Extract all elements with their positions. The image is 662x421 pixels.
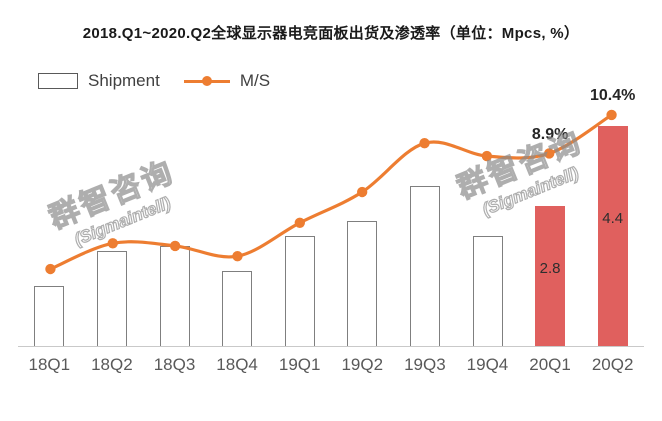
- x-label-18Q3: 18Q3: [153, 355, 196, 374]
- x-axis: 18Q1 18Q2 18Q3 18Q4 19Q1 19Q2 19Q3 19Q4 20Q1 20Q2: [18, 355, 644, 375]
- x-label-19Q1: 19Q1: [278, 355, 321, 374]
- ms-data-label: 8.9%: [531, 125, 569, 143]
- x-label-18Q1: 18Q1: [28, 355, 71, 374]
- bar-18Q1[interactable]: [34, 286, 65, 346]
- plot-area: 2.8 4.4 8.9% 10.4%: [18, 87, 644, 347]
- ms-point-18Q1: [45, 263, 56, 275]
- ms-point-19Q4: [481, 150, 493, 162]
- x-label-19Q2: 19Q2: [341, 355, 384, 374]
- ms-point-19Q3: [419, 138, 430, 149]
- bar-18Q4[interactable]: [222, 271, 253, 346]
- ms-point-18Q2: [107, 238, 118, 249]
- ms-point-18Q4: [232, 250, 243, 262]
- legend-label-ms: M/S: [239, 71, 271, 90]
- x-label-18Q4: 18Q4: [216, 355, 258, 374]
- bar-19Q2[interactable]: [347, 221, 378, 346]
- legend-label-shipment: Shipment: [88, 71, 160, 90]
- bar-20Q2[interactable]: 4.4: [597, 126, 628, 346]
- ms-dot-icon: [201, 76, 212, 86]
- bar-18Q2[interactable]: [96, 251, 127, 346]
- bar-data-label: 4.4: [602, 210, 624, 228]
- bar-18Q3[interactable]: [159, 246, 190, 346]
- ms-point-20Q2: [606, 109, 617, 121]
- legend: Shipment M/S: [38, 71, 662, 91]
- x-label-18Q2: 18Q2: [91, 355, 133, 374]
- ms-point-19Q1: [294, 217, 306, 228]
- ms-point-20Q1: [544, 148, 555, 159]
- x-label-19Q4: 19Q4: [466, 355, 509, 374]
- x-label-20Q1: 20Q1: [529, 355, 571, 374]
- x-label-20Q2: 20Q2: [591, 355, 634, 374]
- x-label-19Q3: 19Q3: [404, 355, 446, 374]
- shipment-swatch: [38, 73, 78, 89]
- ms-point-19Q2: [356, 186, 368, 198]
- ms-line-swatch: [183, 76, 230, 86]
- chart-area: 2.8 4.4 8.9% 10.4% 18Q1 18Q2 18Q3 18Q4 19Q1 19Q2…: [18, 87, 644, 375]
- bar-20Q1[interactable]: 2.8: [535, 206, 566, 346]
- ms-data-label: 10.4%: [590, 87, 636, 105]
- chart-title: 2018.Q1~2020.Q2全球显示器电竞面板出货及渗透率（单位：Mpcs, …: [82, 25, 580, 42]
- chart-page: 2018.Q1~2020.Q2全球显示器电竞面板出货及渗透率（单位：Mpcs, …: [18, 25, 662, 375]
- bar-data-label: 2.8: [539, 259, 561, 277]
- bar-19Q3[interactable]: [409, 186, 440, 346]
- bar-19Q1[interactable]: [284, 236, 315, 346]
- bar-19Q4[interactable]: [472, 236, 503, 346]
- ms-trend-path: [49, 113, 613, 271]
